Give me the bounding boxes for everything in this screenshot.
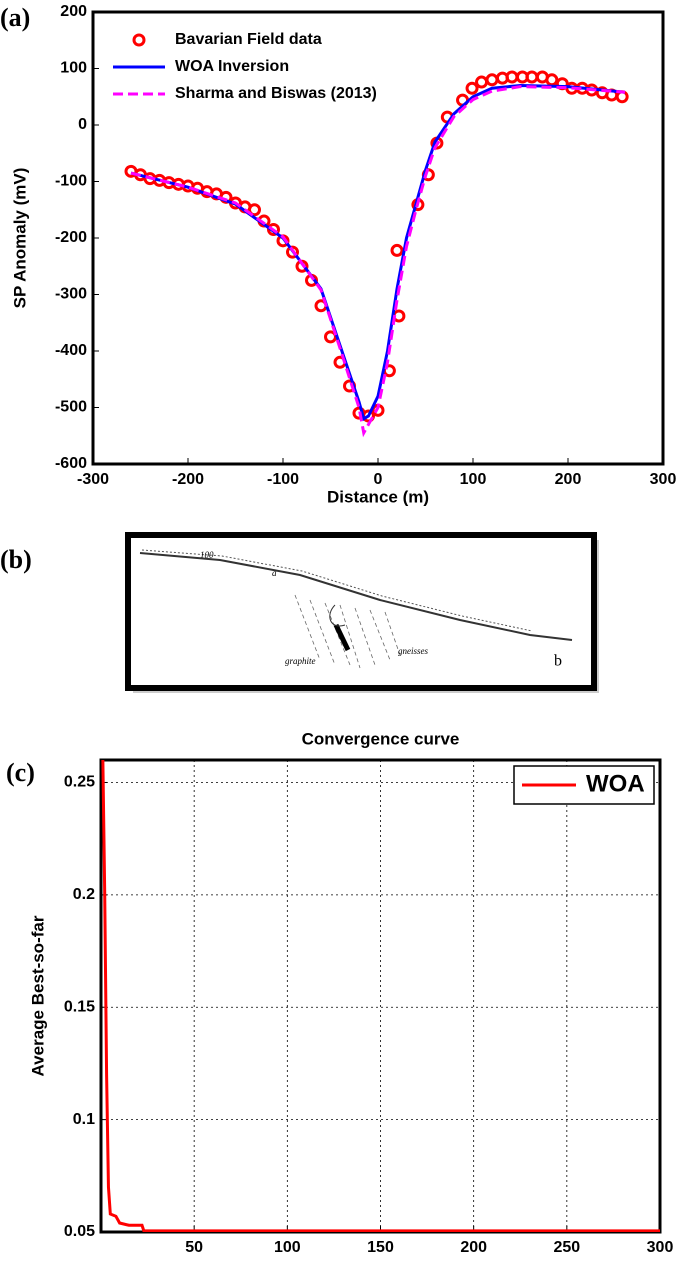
x-tick-label: -300 (77, 471, 109, 488)
legend-label: Bavarian Field data (175, 31, 322, 48)
y-axis-label: SP Anomaly (mV) (10, 168, 29, 309)
x-tick-label: 200 (460, 1239, 487, 1256)
y-tick-label: -600 (55, 455, 87, 472)
y-tick-label: 0.15 (64, 998, 95, 1015)
series-line (130, 83, 626, 422)
y-tick-label: -400 (55, 342, 87, 359)
x-tick-label: -100 (267, 471, 299, 488)
y-tick-label: -500 (55, 399, 87, 416)
legend-label: WOA Inversion (175, 58, 289, 75)
x-tick-label: 300 (650, 471, 677, 488)
panel-label: (c) (6, 758, 35, 787)
data-point (485, 73, 499, 87)
x-tick-label: 0 (374, 471, 383, 488)
chart-title: Convergence curve (302, 729, 460, 748)
panel-label: (a) (0, 3, 30, 32)
data-point (505, 70, 519, 84)
legend-swatch (132, 33, 146, 47)
y-tick-label: 0.05 (64, 1223, 95, 1240)
y-tick-label: 100 (60, 60, 87, 77)
data-point (324, 330, 337, 344)
x-axis-label: Distance (m) (327, 487, 429, 506)
y-tick-label: -100 (55, 173, 87, 190)
y-axis-label: Average Best-so-far (28, 915, 47, 1076)
data-point (545, 73, 559, 87)
data-point (390, 243, 404, 257)
x-tick-label: 300 (647, 1239, 674, 1256)
y-tick-label: 0.2 (73, 886, 95, 903)
data-point (248, 203, 261, 217)
x-tick-label: 250 (553, 1239, 580, 1256)
sketch-label: b (554, 653, 562, 670)
y-tick-label: 200 (60, 3, 87, 20)
x-tick-label: 50 (185, 1239, 203, 1256)
data-point (267, 223, 280, 237)
sketch-label: gneisses (398, 646, 428, 656)
x-tick-label: -200 (172, 471, 204, 488)
y-tick-label: -300 (55, 286, 87, 303)
y-tick-label: 0.1 (73, 1111, 95, 1128)
panel-label: (b) (0, 545, 32, 574)
data-point (286, 245, 299, 259)
legend-label: Sharma and Biswas (2013) (175, 85, 377, 102)
x-tick-label: 150 (367, 1239, 394, 1256)
y-tick-label: 0.25 (64, 774, 95, 791)
plot-frame (91, 10, 665, 466)
y-tick-label: -200 (55, 229, 87, 246)
sketch-label: a (272, 568, 277, 578)
x-tick-label: 200 (555, 471, 582, 488)
series-line (130, 85, 626, 438)
series-line (101, 760, 660, 1232)
data-point (465, 81, 479, 95)
data-point (525, 70, 539, 84)
sketch-label: graphite (285, 656, 316, 666)
x-tick-label: 100 (274, 1239, 301, 1256)
sketch: 100 a graphite gneisses b (125, 532, 599, 693)
y-tick-label: 0 (78, 116, 87, 133)
x-tick-label: 100 (460, 471, 487, 488)
data-point (475, 75, 489, 89)
sketch-label: 100 (200, 550, 214, 560)
legend-label: WOA (586, 770, 645, 797)
